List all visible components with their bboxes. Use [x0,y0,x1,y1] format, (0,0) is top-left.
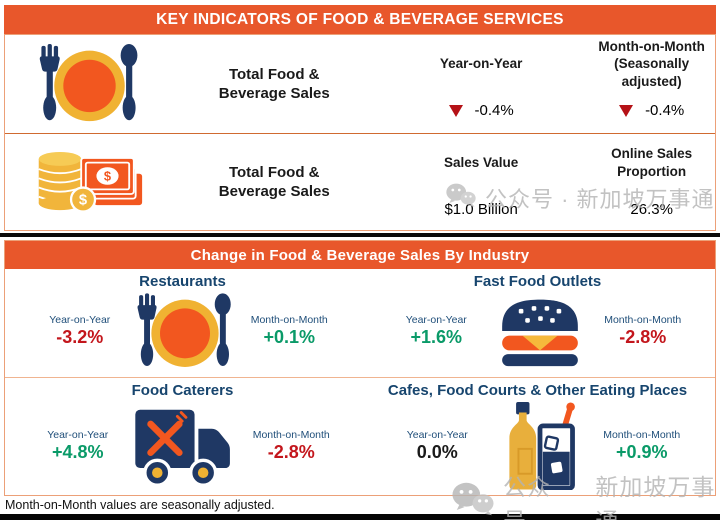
mom-metric: Month-on-Month +0.1% [250,314,328,347]
industry-title: Change in Food & Beverage Sales By Indus… [190,246,530,264]
industry-grid: Restaurants Year-on-Year -3.2% [5,269,715,495]
footnote: Month-on-Month values are seasonally adj… [5,498,275,512]
mom-metric: Month-on-Month -2.8% [252,429,330,462]
burger-icon [493,295,587,367]
industry-header: Change in Food & Beverage Sales By Indus… [5,241,715,269]
quadrant-fast-food: Fast Food Outlets Year-on-Year +1.6% [360,269,715,377]
industry-panel: Change in Food & Beverage Sales By Indus… [4,240,716,496]
metric-value: $1.0 Billion [444,201,518,218]
key-indicators-title: KEY INDICATORS OF FOOD & BEVERAGE SERVIC… [156,10,564,28]
svg-text:$: $ [79,193,87,209]
metric-sales-value: Sales Value $1.0 Billion [374,134,588,230]
metric-value: -0.4% [645,102,685,119]
plate-cutlery-icon [135,292,235,370]
down-triangle-icon [448,104,463,117]
row-label: Total Food & Beverage Sales [218,163,330,201]
yoy-metric: Year-on-Year 0.0% [406,429,468,462]
panel-divider [0,233,720,237]
quadrant-restaurants: Restaurants Year-on-Year -3.2% [5,269,360,377]
bottom-black-bar [0,514,720,520]
mom-metric: Month-on-Month +0.9% [603,429,681,462]
metric-year-on-year: Year-on-Year -0.4% [374,35,588,133]
metric-value: 26.3% [630,201,673,218]
bottle-glass-icon [495,402,585,490]
metric-month-on-month: Month-on-Month (Seasonally adjusted) -0.… [588,35,715,133]
table-row: $ $ Total Food & Beverage Sales Sales Va… [5,133,715,230]
row-label: Total Food & Beverage Sales [218,65,330,103]
metric-header: Online Sales Proportion [611,146,693,179]
key-indicators-header: KEY INDICATORS OF FOOD & BEVERAGE SERVIC… [4,5,716,34]
metric-header: Sales Value [443,155,519,171]
metric-header: Year-on-Year [439,56,523,72]
svg-text:$: $ [104,169,111,184]
yoy-metric: Year-on-Year -3.2% [49,314,111,347]
plate-cutlery-icon [5,35,175,133]
quadrant-food-caterers: Food Caterers Year-on-Year +4.8% [5,377,360,495]
mom-metric: Month-on-Month -2.8% [604,314,682,347]
money-icon: $ $ [5,134,175,230]
yoy-metric: Year-on-Year +1.6% [405,314,467,347]
down-triangle-icon [619,104,634,117]
metric-value: -0.4% [474,102,514,119]
table-row: Total Food & Beverage Sales Year-on-Year… [5,35,715,133]
quadrant-cafes: Cafes, Food Courts & Other Eating Places… [360,377,715,495]
food-truck-icon [131,403,239,489]
metric-header: Month-on-Month (Seasonally adjusted) [598,38,705,89]
metric-online-sales: Online Sales Proportion 26.3% [588,134,715,230]
key-indicators-table: Total Food & Beverage Sales Year-on-Year… [4,34,716,231]
yoy-metric: Year-on-Year +4.8% [47,429,109,462]
